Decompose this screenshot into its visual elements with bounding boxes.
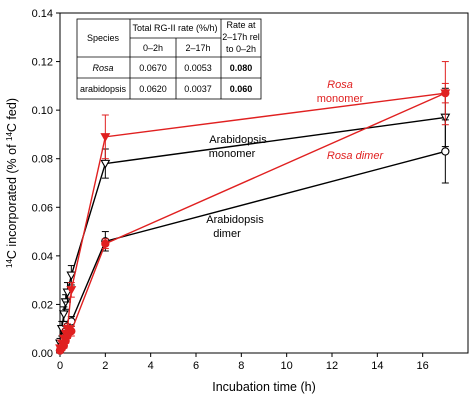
- data-point-arabidopsis-monomer: [100, 159, 111, 169]
- axis-ticks: 0 2 4 6 8 10 12 14 16 0.00 0.02 0.04 0.06 0.08 0.10 0.1…: [32, 8, 429, 372]
- table-row-arabidopsis-ratio: 0.060: [230, 84, 253, 94]
- x-tick-label: 4: [148, 360, 154, 372]
- y-tick-label: 0.06: [32, 202, 53, 214]
- y-axis-title-part1: C incorporated (% of: [5, 141, 19, 259]
- y-tick-label: 0.10: [32, 105, 53, 117]
- data-point-rosa-dimer: [67, 326, 76, 336]
- table-row-rosa-species: Rosa: [92, 63, 113, 73]
- y-tick-label: 0.02: [32, 299, 53, 311]
- table-header-ratio-line3: to 0–2h: [226, 44, 256, 54]
- table-header-total: Total RG-II rate (%/h): [132, 23, 217, 33]
- table-row-arabidopsis-species: arabidopsis: [80, 84, 127, 94]
- annotation-arabidopsis-dimer-line1: Arabidopsis: [206, 214, 264, 226]
- x-tick-label: 6: [193, 360, 199, 372]
- data-point-rosa-monomer: [100, 133, 111, 142]
- table-row-arabidopsis-rate-2-17: 0.0037: [184, 84, 212, 94]
- y-axis-title-sup2: 14: [5, 132, 14, 141]
- x-tick-label: 14: [371, 360, 383, 372]
- table-row-rosa-rate-2-17: 0.0053: [184, 63, 212, 73]
- data-point-rosa-dimer: [101, 239, 110, 248]
- table-row-rosa-rate-0-2: 0.0670: [139, 63, 167, 73]
- x-tick-label: 10: [281, 360, 293, 372]
- table-header-ratio-line2: 2–17h rel: [222, 32, 260, 42]
- data-point-rosa-monomer: [66, 286, 77, 295]
- table-row-rosa-ratio: 0.080: [230, 63, 253, 73]
- y-axis-title-sup1: 14: [5, 259, 14, 268]
- x-tick-label: 8: [238, 360, 244, 372]
- annotation-rosa-dimer: Rosa dimer: [327, 150, 385, 162]
- table-header-species: Species: [87, 33, 120, 43]
- annotation-rosa-monomer-line1: Rosa: [327, 79, 353, 91]
- y-axis-title-part2: C fed): [5, 98, 19, 132]
- y-tick-label: 0.12: [32, 57, 53, 69]
- table-header-2-17: 2–17h: [185, 43, 210, 53]
- rate-table: Species Total RG-II rate (%/h) 0–2h 2–17…: [76, 18, 262, 100]
- x-tick-label: 2: [102, 360, 108, 372]
- series-line-arabidopsis-dimer: [59, 150, 446, 351]
- annotation-arabidopsis-monomer-line2: monomer: [209, 148, 256, 160]
- x-tick-label: 12: [326, 360, 338, 372]
- data-point-rosa-dimer: [441, 88, 450, 98]
- data-point-arabidopsis-monomer: [58, 310, 69, 320]
- x-tick-label: 16: [417, 360, 429, 372]
- table-header-ratio-line1: Rate at: [226, 20, 256, 30]
- y-tick-label: 0.08: [32, 154, 53, 166]
- y-axis-title: 14C incorporated (% of 14C fed): [5, 98, 20, 268]
- x-tick-label: 0: [57, 360, 63, 372]
- annotation-arabidopsis-monomer-line1: Arabidopsis: [209, 134, 267, 146]
- series-layer: [55, 61, 451, 355]
- data-point-arabidopsis-monomer: [66, 271, 77, 281]
- plot-frame: [59, 12, 469, 354]
- y-tick-label: 0.00: [32, 348, 53, 360]
- y-tick-label: 0.14: [32, 8, 53, 20]
- annotation-arabidopsis-dimer-line2: dimer: [213, 228, 241, 240]
- table-header-0-2: 0–2h: [143, 43, 163, 53]
- y-tick-label: 0.04: [32, 251, 53, 263]
- data-point-arabidopsis-dimer: [441, 147, 450, 156]
- annotation-rosa-monomer-line2: monomer: [317, 93, 364, 105]
- x-axis-title: Incubation time (h): [212, 380, 316, 394]
- table-row-arabidopsis-rate-0-2: 0.0620: [139, 84, 167, 94]
